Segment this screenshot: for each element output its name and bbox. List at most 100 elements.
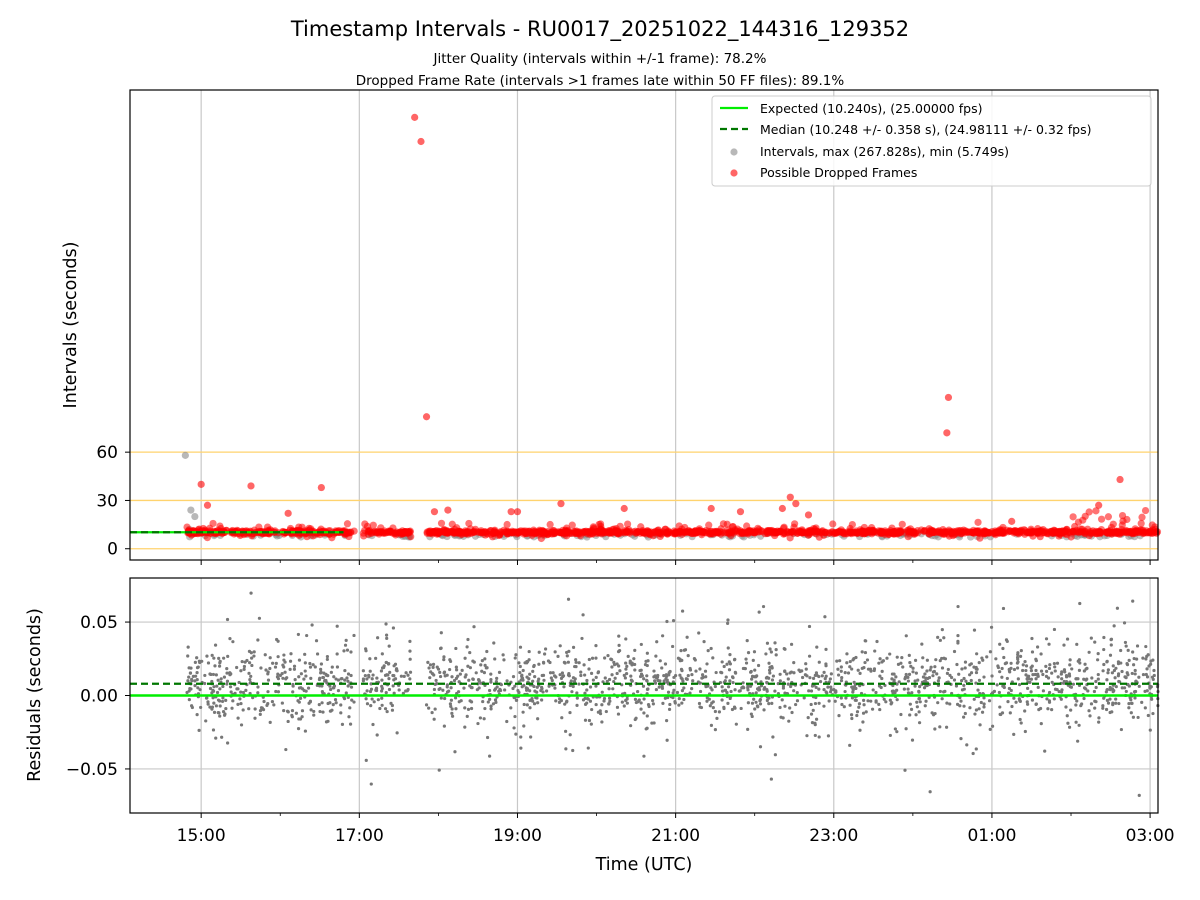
residual-point xyxy=(1074,703,1078,707)
residual-point xyxy=(443,674,447,678)
residual-point xyxy=(288,659,293,663)
residual-point xyxy=(198,688,202,692)
residual-point xyxy=(1009,661,1013,665)
residual-point xyxy=(852,680,856,685)
residual-point xyxy=(768,671,772,675)
residual-point xyxy=(908,702,912,706)
residual-point xyxy=(861,720,865,724)
dropped-frame-outlier xyxy=(422,413,431,421)
residual-point xyxy=(1065,714,1069,718)
residual-point xyxy=(384,622,388,626)
residual-point xyxy=(899,712,903,717)
residual-point xyxy=(193,679,197,683)
residual-point xyxy=(907,672,912,676)
residual-point xyxy=(271,661,275,665)
residual-point xyxy=(829,685,833,689)
residual-point xyxy=(962,683,966,687)
residual-point xyxy=(895,730,899,734)
dropped-frame-point xyxy=(514,528,523,536)
residual-point xyxy=(1096,677,1100,681)
residual-point xyxy=(633,662,637,667)
residual-point xyxy=(514,732,518,736)
residual-point xyxy=(757,688,762,692)
residual-point xyxy=(850,667,854,671)
residual-point xyxy=(1003,662,1007,666)
residual-point xyxy=(1076,739,1080,743)
residual-point xyxy=(974,665,978,670)
residual-point xyxy=(1031,672,1035,677)
residual-point xyxy=(525,675,529,679)
residual-point xyxy=(579,670,583,674)
dropped-frame-point xyxy=(406,527,414,535)
residual-point xyxy=(1009,688,1013,693)
residual-point xyxy=(1016,660,1020,664)
dropped-frame-point xyxy=(572,529,580,537)
residual-point xyxy=(205,654,209,658)
residual-point xyxy=(387,662,391,666)
x-tick-label: 17:00 xyxy=(335,826,384,846)
residual-point xyxy=(424,703,429,707)
residual-point xyxy=(920,665,924,669)
residual-point xyxy=(661,701,665,706)
residual-point xyxy=(314,639,319,643)
residual-point xyxy=(639,701,643,705)
residual-point xyxy=(638,668,642,673)
residual-point xyxy=(284,747,288,752)
residual-point xyxy=(600,720,604,724)
residual-point xyxy=(211,728,216,732)
residual-point xyxy=(699,705,704,710)
residual-point xyxy=(525,688,529,692)
residual-point xyxy=(853,698,857,702)
residual-point xyxy=(1034,702,1038,706)
residual-point xyxy=(1052,627,1057,632)
residual-point xyxy=(1144,644,1148,649)
residual-point xyxy=(1062,681,1066,685)
residual-point xyxy=(904,727,908,731)
residual-point xyxy=(724,675,728,679)
residual-point xyxy=(1002,685,1006,690)
residual-point xyxy=(299,686,303,690)
residual-point xyxy=(677,696,681,701)
residual-point xyxy=(770,665,774,669)
residual-point xyxy=(864,710,868,714)
residual-point xyxy=(485,666,489,670)
residual-point xyxy=(863,660,867,665)
dropped-frame-point xyxy=(1134,528,1143,536)
residual-point xyxy=(732,705,737,709)
residual-point xyxy=(282,653,286,657)
residual-point xyxy=(335,652,339,656)
residual-point xyxy=(856,668,860,672)
residual-point xyxy=(881,659,885,663)
x-tick-label: 21:00 xyxy=(651,826,700,846)
residual-point xyxy=(197,659,201,663)
dropped-frame-outlier xyxy=(430,508,439,516)
residual-point xyxy=(235,687,239,691)
residual-point xyxy=(303,669,307,673)
residual-point xyxy=(274,661,278,665)
residual-point xyxy=(583,673,587,677)
residual-point xyxy=(336,689,341,693)
residual-point xyxy=(571,684,575,689)
residual-point xyxy=(298,696,303,700)
residual-point xyxy=(1097,716,1101,720)
residual-point xyxy=(242,664,247,669)
residual-point xyxy=(1094,685,1098,690)
residual-point xyxy=(758,745,763,749)
residual-point xyxy=(1076,677,1080,681)
residual-point xyxy=(230,706,234,710)
residual-point xyxy=(1111,664,1115,668)
residual-point xyxy=(1000,666,1004,671)
residual-point xyxy=(323,679,327,683)
residual-point xyxy=(513,684,517,688)
residual-point xyxy=(817,687,821,691)
residual-point xyxy=(1000,711,1005,715)
residual-point xyxy=(225,671,229,675)
residual-point xyxy=(253,707,257,711)
residual-point xyxy=(605,679,609,683)
residual-point xyxy=(737,689,741,693)
residual-point xyxy=(210,679,214,684)
residual-point xyxy=(758,699,762,703)
residuals-x-ticks: 15:00 17:00 19:00 21:00 23:00 01:00 03:00 xyxy=(177,813,1175,846)
residual-point xyxy=(924,699,928,703)
residual-point xyxy=(1128,696,1132,700)
